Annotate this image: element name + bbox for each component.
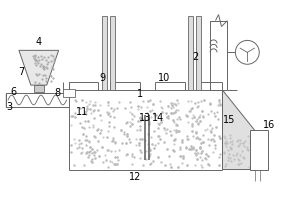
Text: 12: 12 bbox=[129, 172, 141, 182]
Polygon shape bbox=[19, 50, 58, 85]
Bar bbox=[188, 16, 193, 90]
Text: 11: 11 bbox=[76, 107, 88, 117]
Bar bbox=[250, 130, 268, 170]
Text: 7: 7 bbox=[18, 67, 24, 77]
Bar bbox=[34, 85, 44, 92]
Text: 1: 1 bbox=[137, 89, 143, 99]
Text: 13: 13 bbox=[139, 113, 151, 123]
Text: 14: 14 bbox=[152, 113, 164, 123]
Bar bbox=[102, 16, 107, 90]
Bar bbox=[196, 16, 201, 90]
Text: 15: 15 bbox=[223, 115, 236, 125]
Text: 9: 9 bbox=[99, 73, 105, 83]
Circle shape bbox=[236, 40, 259, 64]
Text: 2: 2 bbox=[193, 52, 199, 62]
Text: 8: 8 bbox=[55, 88, 61, 98]
Bar bbox=[6, 93, 69, 107]
Bar bbox=[110, 16, 115, 90]
Text: 16: 16 bbox=[263, 120, 275, 130]
Text: 4: 4 bbox=[36, 37, 42, 47]
Text: 10: 10 bbox=[158, 73, 170, 83]
Bar bbox=[63, 89, 74, 97]
Text: 3: 3 bbox=[6, 102, 12, 112]
Polygon shape bbox=[223, 90, 254, 170]
Text: 6: 6 bbox=[10, 87, 16, 97]
